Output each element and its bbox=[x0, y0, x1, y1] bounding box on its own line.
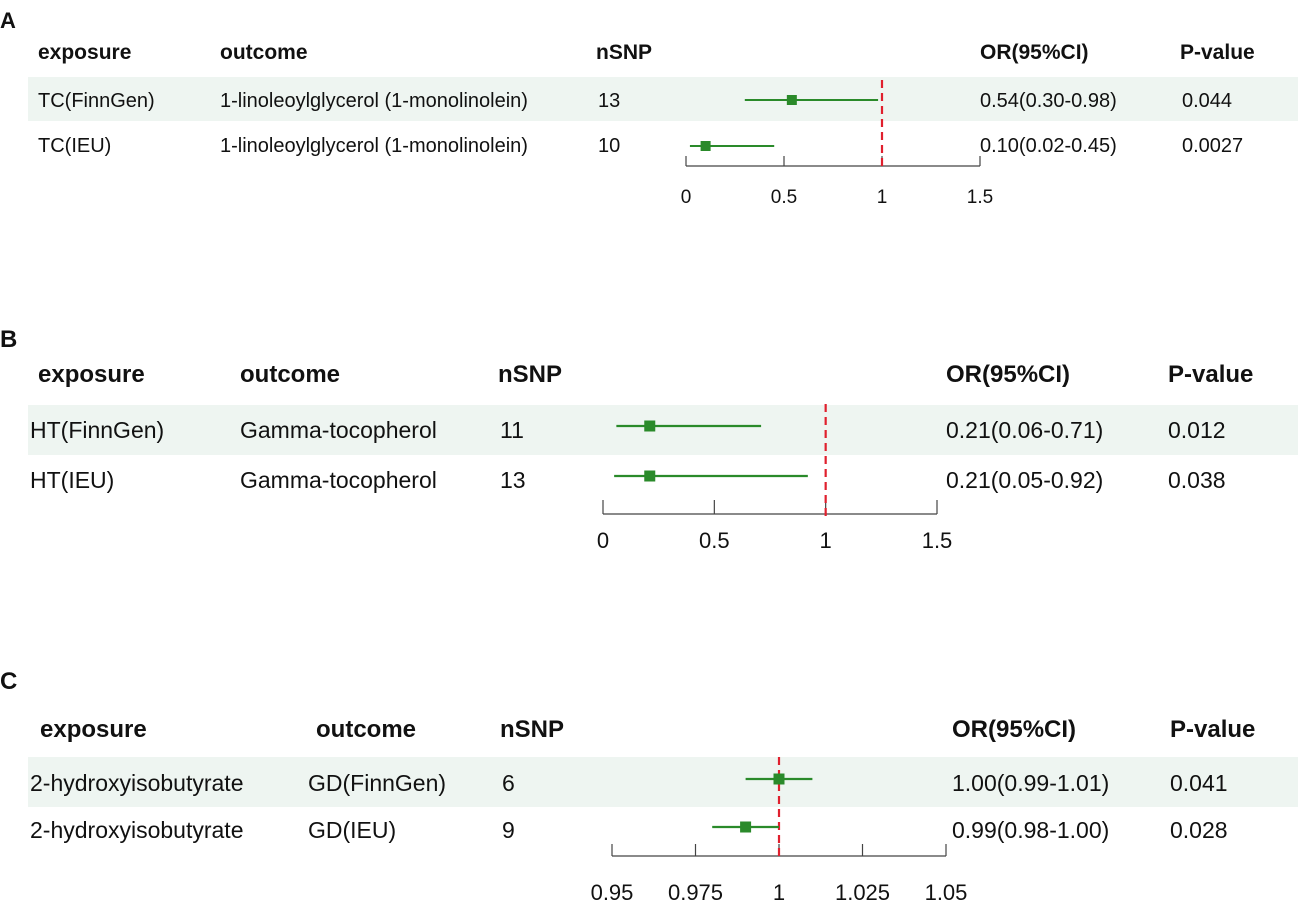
row-pvalue: 0.038 bbox=[1168, 467, 1226, 493]
x-tick-label: 0 bbox=[597, 528, 609, 553]
x-tick-label: 0 bbox=[681, 187, 692, 208]
header-outcome: outcome bbox=[316, 716, 417, 743]
header-outcome: outcome bbox=[220, 41, 308, 64]
row-exposure: HT(FinnGen) bbox=[30, 417, 165, 443]
header-exposure: exposure bbox=[40, 716, 147, 743]
x-tick-label: 1 bbox=[877, 187, 888, 208]
header-or: OR(95%CI) bbox=[946, 361, 1071, 388]
forest-plot-a: 0 0.5 1 1.5 bbox=[681, 80, 993, 208]
forest-panel-b: B exposure outcome nSNP OR(95%CI) P-valu… bbox=[0, 318, 1304, 558]
row-nsnp: 11 bbox=[500, 417, 524, 443]
row-band bbox=[28, 77, 1298, 121]
x-tick-label: 0.95 bbox=[591, 880, 634, 905]
row-outcome: GD(IEU) bbox=[308, 817, 397, 843]
forest-panel-c: C exposure outcome nSNP OR(95%CI) P-valu… bbox=[0, 660, 1304, 916]
header-exposure: exposure bbox=[38, 41, 132, 64]
header-nsnp: nSNP bbox=[596, 41, 653, 64]
header-nsnp: nSNP bbox=[498, 361, 563, 388]
panel-label: B bbox=[0, 326, 18, 353]
x-tick-label: 1.5 bbox=[967, 187, 993, 208]
row-nsnp: 13 bbox=[598, 90, 621, 112]
row-outcome: Gamma-tocopherol bbox=[240, 417, 437, 443]
row-pvalue: 0.012 bbox=[1168, 417, 1226, 443]
forest-plot-b: 0 0.5 1 1.5 bbox=[597, 404, 953, 553]
row-exposure: 2-hydroxyisobutyrate bbox=[30, 817, 244, 843]
row-outcome: 1-linoleoylglycerol (1-monolinolein) bbox=[220, 90, 528, 112]
row-nsnp: 9 bbox=[502, 817, 515, 843]
row-exposure: 2-hydroxyisobutyrate bbox=[30, 770, 244, 796]
row-or-ci: 0.99(0.98-1.00) bbox=[952, 817, 1110, 843]
point-estimate bbox=[644, 420, 656, 432]
row-exposure: TC(IEU) bbox=[38, 135, 112, 157]
panel-label: C bbox=[0, 668, 18, 695]
row-outcome: 1-linoleoylglycerol (1-monolinolein) bbox=[220, 135, 528, 157]
forest-plot-c: 0.95 0.975 1 1.025 1.05 bbox=[591, 757, 968, 905]
panel-label: A bbox=[0, 8, 16, 33]
row-pvalue: 0.041 bbox=[1170, 770, 1228, 796]
point-estimate bbox=[773, 773, 785, 785]
x-tick-label: 0.5 bbox=[771, 187, 797, 208]
row-exposure: TC(FinnGen) bbox=[38, 90, 155, 112]
point-estimate bbox=[644, 470, 656, 482]
header-pvalue: P-value bbox=[1180, 41, 1255, 64]
x-tick-label: 1.5 bbox=[922, 528, 953, 553]
point-estimate bbox=[700, 141, 711, 151]
row-outcome: GD(FinnGen) bbox=[308, 770, 447, 796]
row-pvalue: 0.0027 bbox=[1182, 135, 1244, 157]
x-tick-label: 1.025 bbox=[835, 880, 890, 905]
row-outcome: Gamma-tocopherol bbox=[240, 467, 437, 493]
row-nsnp: 6 bbox=[502, 770, 515, 796]
header-pvalue: P-value bbox=[1170, 716, 1256, 743]
x-tick-label: 1.05 bbox=[925, 880, 968, 905]
header-or: OR(95%CI) bbox=[952, 716, 1077, 743]
header-exposure: exposure bbox=[38, 361, 145, 388]
row-or-ci: 0.21(0.06-0.71) bbox=[946, 417, 1104, 443]
x-tick-label: 0.5 bbox=[699, 528, 730, 553]
row-or-ci: 1.00(0.99-1.01) bbox=[952, 770, 1110, 796]
header-or: OR(95%CI) bbox=[980, 41, 1089, 64]
point-estimate bbox=[740, 821, 752, 833]
x-tick-label: 0.975 bbox=[668, 880, 723, 905]
point-estimate bbox=[786, 95, 797, 105]
row-nsnp: 13 bbox=[500, 467, 526, 493]
row-pvalue: 0.044 bbox=[1182, 90, 1233, 112]
row-nsnp: 10 bbox=[598, 135, 621, 157]
row-pvalue: 0.028 bbox=[1170, 817, 1228, 843]
header-pvalue: P-value bbox=[1168, 361, 1254, 388]
row-or-ci: 0.54(0.30-0.98) bbox=[980, 90, 1117, 112]
x-tick-label: 1 bbox=[773, 880, 785, 905]
row-exposure: HT(IEU) bbox=[30, 467, 115, 493]
row-or-ci: 0.21(0.05-0.92) bbox=[946, 467, 1104, 493]
forest-panel-a: A exposure outcome nSNP OR(95%CI) P-valu… bbox=[0, 0, 1304, 230]
row-or-ci: 0.10(0.02-0.45) bbox=[980, 135, 1117, 157]
header-nsnp: nSNP bbox=[500, 716, 565, 743]
row-band bbox=[28, 405, 1298, 455]
header-outcome: outcome bbox=[240, 361, 341, 388]
row-band bbox=[28, 757, 1298, 807]
x-tick-label: 1 bbox=[820, 528, 832, 553]
